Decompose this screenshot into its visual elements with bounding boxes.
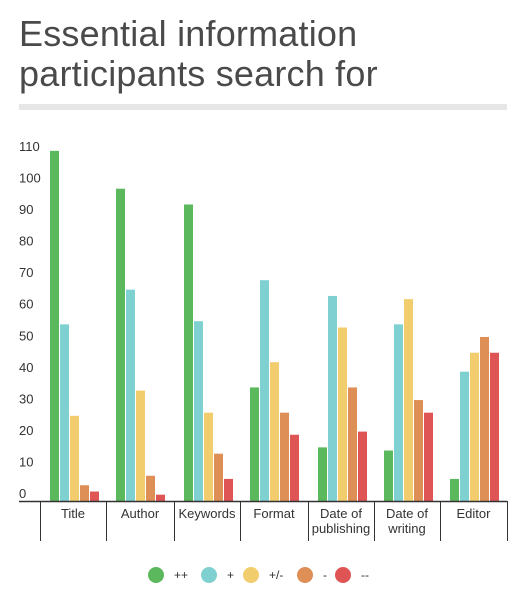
bar (424, 412, 433, 501)
y-tick-label: 10 (19, 454, 33, 469)
bar (204, 412, 213, 501)
bar (404, 299, 413, 501)
bar (384, 450, 393, 501)
y-tick-label: 40 (19, 360, 33, 375)
legend-swatch (297, 567, 313, 583)
y-tick-label: 100 (19, 171, 41, 186)
x-tick-label: Keywords (178, 506, 236, 521)
y-tick-label: 0 (19, 486, 26, 501)
legend-swatch (201, 567, 217, 583)
legend-item: +/- (243, 567, 283, 583)
y-tick-label: 80 (19, 234, 33, 249)
bar (70, 415, 79, 501)
y-tick-label: 50 (19, 328, 33, 343)
y-tick-label: 90 (19, 202, 33, 217)
bar (460, 371, 469, 501)
legend-label: - (323, 568, 327, 582)
x-tick-label: Date of writing (386, 506, 428, 536)
bar (318, 447, 327, 501)
bars (50, 150, 499, 502)
bar (250, 387, 259, 501)
legend-swatch (243, 567, 259, 583)
legend-label: +/- (269, 568, 283, 582)
y-tick-label: 30 (19, 391, 33, 406)
bar (280, 412, 289, 501)
bar (480, 336, 489, 501)
bar (270, 362, 279, 501)
bar (146, 475, 155, 501)
bar (394, 324, 403, 501)
y-tick-label: 110 (19, 139, 40, 154)
title-divider (19, 104, 507, 110)
chart-title: Essential information participants searc… (19, 13, 378, 94)
y-tick-label: 60 (19, 297, 33, 312)
legend-item: ++ (148, 567, 188, 583)
legend-swatch (335, 567, 351, 583)
bar (470, 352, 479, 501)
x-tick-label: Editor (457, 506, 492, 521)
bar (156, 494, 165, 501)
x-tick-label: Format (253, 506, 295, 521)
bar (90, 491, 99, 501)
legend-swatch (148, 567, 164, 583)
legend-label: ++ (174, 568, 188, 582)
bar (50, 150, 59, 501)
x-tick-label: Author (121, 506, 160, 521)
bar (224, 478, 233, 501)
bar (348, 387, 357, 501)
bar (116, 188, 125, 501)
x-axis (19, 500, 508, 541)
legend-label: -- (361, 568, 369, 582)
bar (136, 390, 145, 501)
bar (490, 352, 499, 501)
legend-item: -- (335, 567, 369, 583)
bar (358, 431, 367, 501)
legend-label: + (227, 568, 234, 582)
x-tick-label: Title (61, 506, 85, 521)
y-axis-ticks: 0 10 20 30 40 50 60 70 80 90 100 110 (19, 139, 41, 501)
bar (450, 478, 459, 501)
bar (214, 453, 223, 501)
y-tick-label: 70 (19, 265, 33, 280)
bar (194, 321, 203, 501)
bar (328, 295, 337, 501)
legend: ++ + +/- - -- (148, 567, 369, 583)
bar (260, 280, 269, 501)
y-tick-label: 20 (19, 423, 33, 438)
x-tick-label: Date of publishing (312, 506, 371, 536)
bar (338, 327, 347, 501)
legend-item: - (297, 567, 327, 583)
bar (414, 400, 423, 501)
bar (126, 289, 135, 501)
legend-item: + (201, 567, 234, 583)
x-axis-labels: Title Author Keywords Format Date of publishi… (61, 506, 491, 536)
bar (80, 485, 89, 501)
bar (60, 324, 69, 501)
bar (290, 434, 299, 501)
bar (184, 204, 193, 502)
